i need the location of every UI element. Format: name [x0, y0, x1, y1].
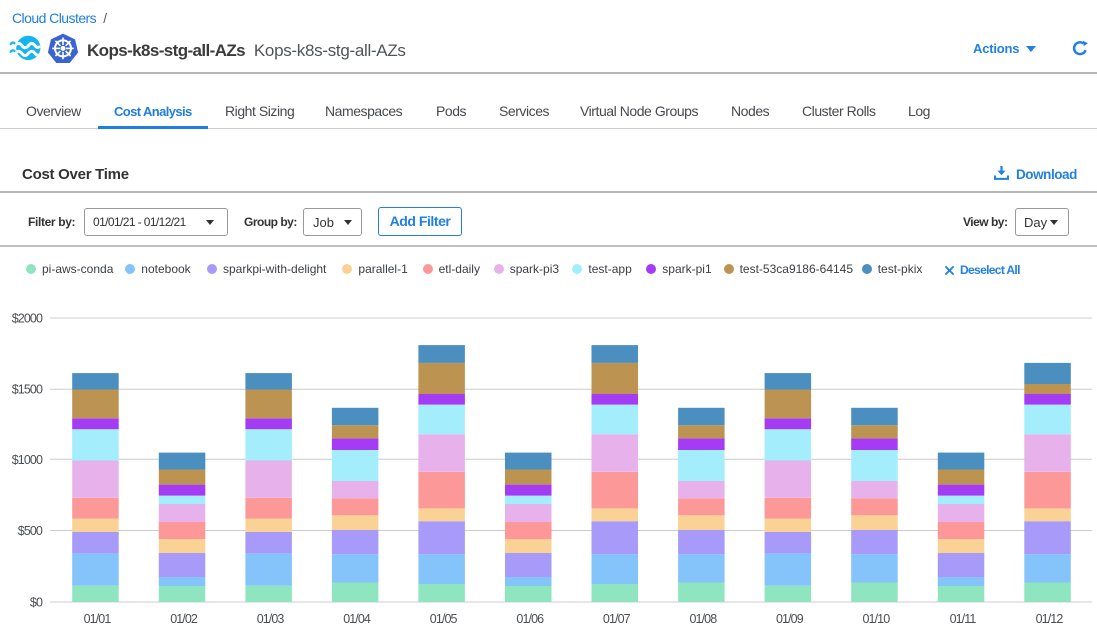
svg-text:01/09: 01/09 — [776, 612, 804, 626]
svg-text:$0: $0 — [30, 596, 43, 610]
svg-text:01/12: 01/12 — [1036, 612, 1064, 626]
svg-text:01/04: 01/04 — [343, 612, 371, 626]
svg-text:01/03: 01/03 — [257, 612, 285, 626]
svg-text:01/01: 01/01 — [84, 612, 112, 626]
svg-text:01/08: 01/08 — [690, 612, 718, 626]
svg-text:$500: $500 — [18, 524, 43, 538]
svg-text:01/11: 01/11 — [950, 612, 977, 626]
svg-text:$1500: $1500 — [12, 383, 43, 397]
svg-text:01/10: 01/10 — [863, 612, 891, 626]
svg-text:01/07: 01/07 — [603, 612, 631, 626]
svg-text:01/05: 01/05 — [430, 612, 458, 626]
svg-text:01/02: 01/02 — [170, 612, 198, 626]
svg-text:$1000: $1000 — [12, 453, 43, 467]
svg-text:$2000: $2000 — [12, 312, 43, 326]
svg-text:01/06: 01/06 — [516, 612, 544, 626]
